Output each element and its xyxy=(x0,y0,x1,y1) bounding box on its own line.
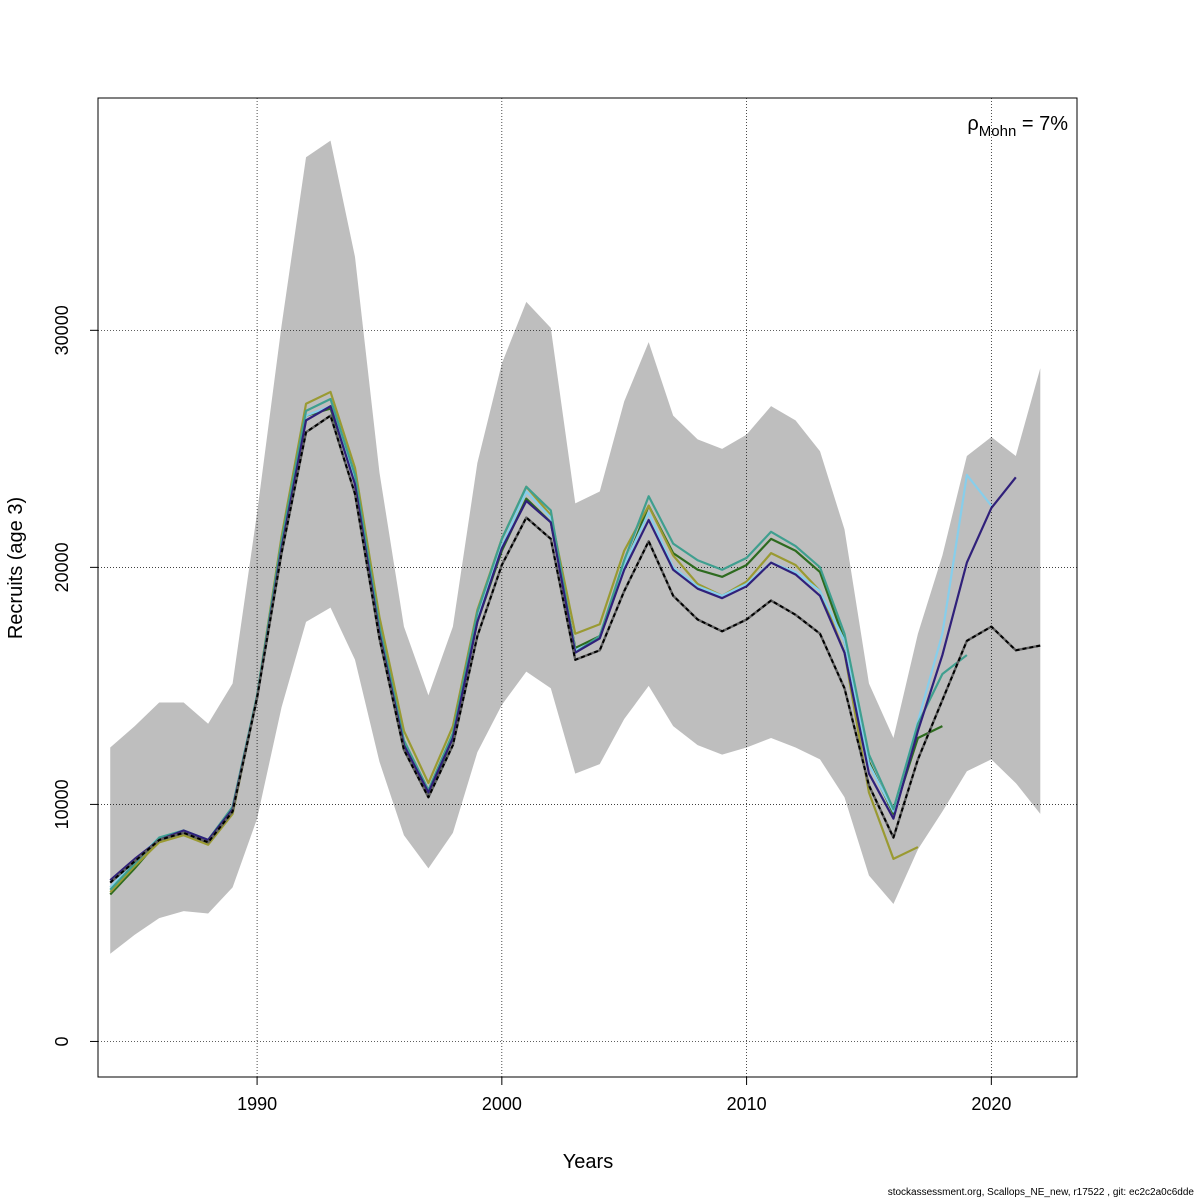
y-axis-title: Recruits (age 3) xyxy=(5,497,27,639)
rho-symbol: ρ xyxy=(967,113,978,135)
series-layer xyxy=(109,390,1041,896)
y-tick-label: 10000 xyxy=(52,779,72,829)
y-tick-label: 20000 xyxy=(52,542,72,592)
footer-credit: stockassessment.org, Scallops_NE_new, r1… xyxy=(888,1187,1195,1198)
mohn-rho-annotation: ρMohn = 7% xyxy=(967,113,1068,140)
series-line-6 xyxy=(109,414,1041,884)
y-tick-label: 30000 xyxy=(52,305,72,355)
plot-frame xyxy=(97,97,1078,1078)
x-tick-label: 1990 xyxy=(237,1094,277,1114)
rho-value: = 7% xyxy=(1016,113,1068,135)
x-tick-label: 2020 xyxy=(971,1094,1011,1114)
x-tick-label: 2000 xyxy=(482,1094,522,1114)
axis-layer: 1990 2000 2010 2020 0 10000 20000 30000 xyxy=(52,305,1011,1114)
rho-subscript: Mohn xyxy=(979,123,1017,140)
y-tick-label: 0 xyxy=(52,1036,72,1046)
x-tick-label: 2010 xyxy=(727,1094,767,1114)
confidence-band-layer xyxy=(110,140,1041,954)
x-axis-title: Years xyxy=(563,1151,613,1173)
confidence-band xyxy=(110,140,1041,954)
